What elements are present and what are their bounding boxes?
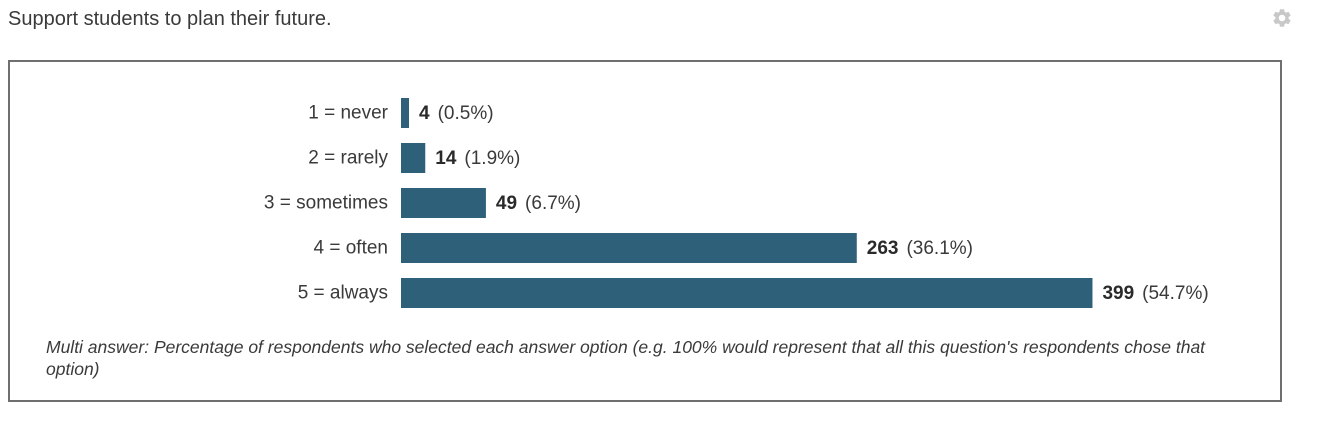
bar bbox=[401, 98, 409, 128]
question-title: Support students to plan their future. bbox=[8, 8, 332, 30]
chart-footnote: Multi answer: Percentage of respondents … bbox=[46, 337, 1206, 379]
count-label: 399 bbox=[1102, 283, 1134, 304]
count-label: 4 bbox=[419, 103, 430, 124]
bar bbox=[401, 233, 857, 263]
count-label: 49 bbox=[496, 193, 517, 214]
chart-frame bbox=[8, 60, 1282, 402]
gear-icon[interactable] bbox=[1271, 7, 1293, 29]
value-label: 263 (36.1%) bbox=[867, 238, 973, 259]
percent-label: (36.1%) bbox=[906, 238, 973, 259]
category-label: 3 = sometimes bbox=[264, 193, 388, 214]
category-label: 5 = always bbox=[298, 283, 388, 304]
category-label: 4 = often bbox=[314, 238, 388, 259]
bar bbox=[401, 143, 426, 173]
bar-chart: 1 = never 4 (0.5%) 2 = rarely 14 (1.9%) 3 = so… bbox=[264, 98, 1209, 308]
value-label: 399 (54.7%) bbox=[1102, 283, 1208, 304]
bar bbox=[401, 188, 486, 218]
count-label: 263 bbox=[867, 238, 899, 259]
category-label: 2 = rarely bbox=[308, 148, 388, 169]
category-label: 1 = never bbox=[308, 103, 388, 124]
percent-label: (54.7%) bbox=[1142, 283, 1209, 304]
percent-label: (6.7%) bbox=[525, 193, 581, 214]
count-label: 14 bbox=[435, 148, 457, 169]
percent-label: (1.9%) bbox=[464, 148, 520, 169]
value-label: 14 (1.9%) bbox=[435, 148, 520, 169]
value-label: 49 (6.7%) bbox=[496, 193, 581, 214]
bar bbox=[401, 278, 1093, 308]
percent-label: (0.5%) bbox=[438, 103, 494, 124]
value-label: 4 (0.5%) bbox=[419, 103, 494, 124]
